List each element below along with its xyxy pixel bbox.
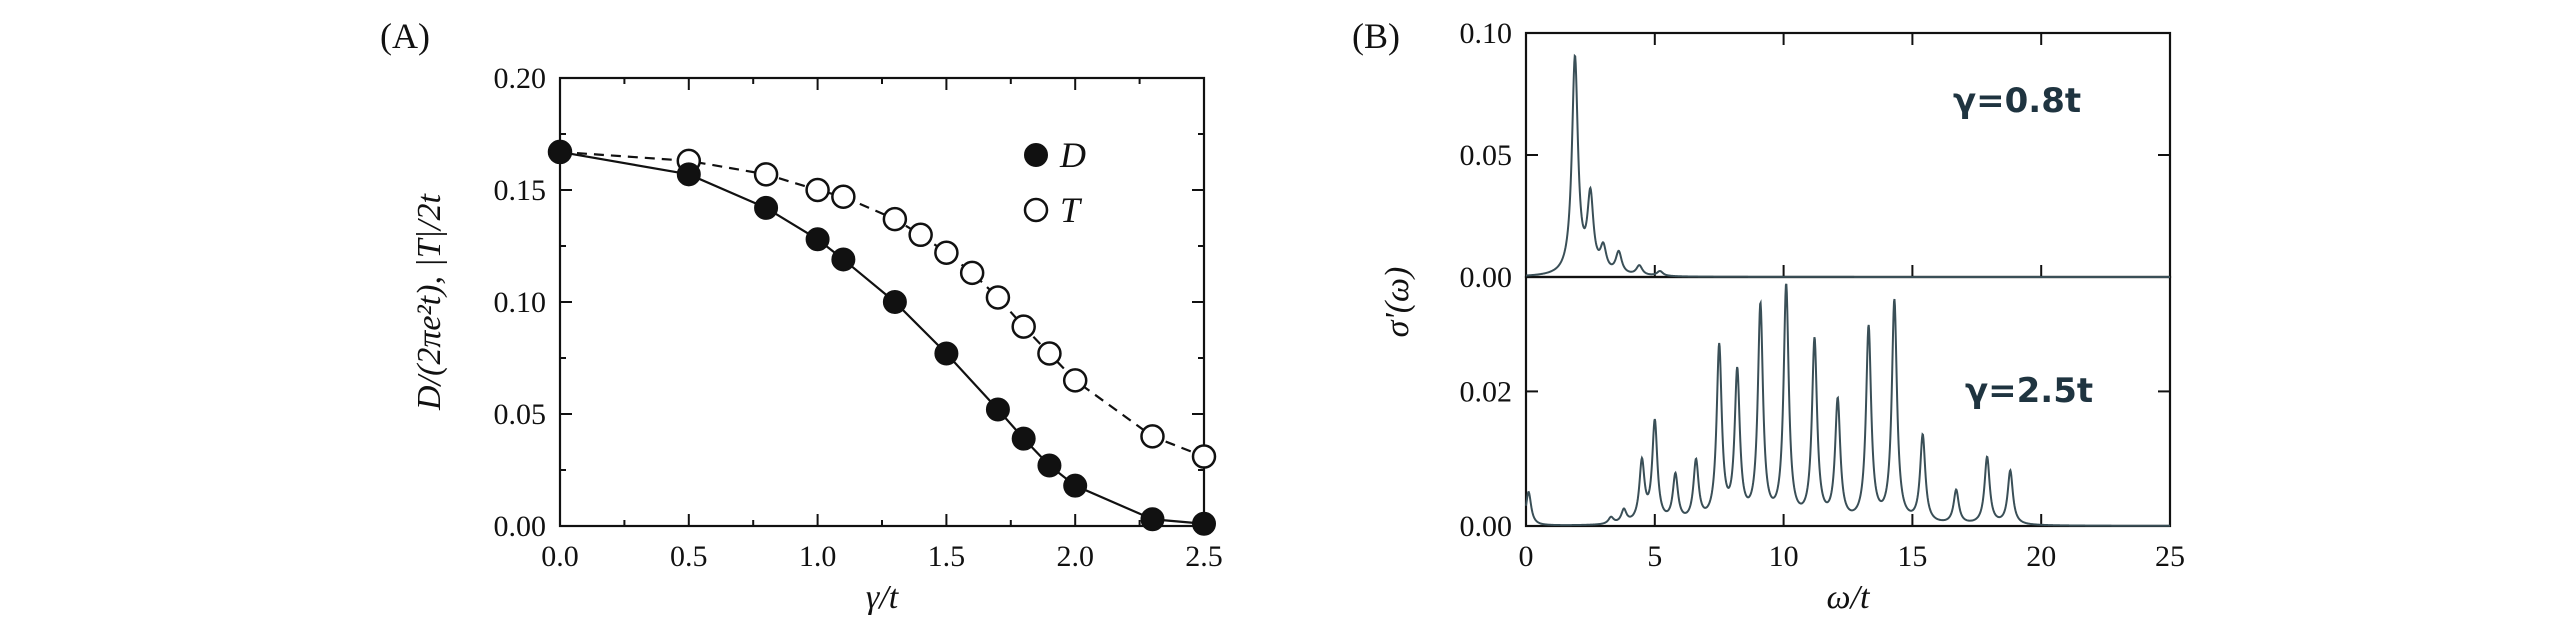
series-t-point <box>805 177 830 203</box>
panel-b-xtick-label: 0 <box>1519 540 1534 573</box>
series-d-point <box>1063 473 1088 498</box>
panel-a-xtick-label: 2.5 <box>1185 540 1223 573</box>
panel-b-xtick-label: 5 <box>1647 540 1662 573</box>
series-d-point <box>754 195 779 220</box>
panel-a-legend: D T <box>1023 135 1086 230</box>
panel-a-xtick-label: 0.5 <box>670 540 708 573</box>
spectrum-bottom-line <box>1525 283 2170 527</box>
panel-b-ytick-label: 0.02 <box>1460 375 1513 408</box>
panel-a: (A) 0.0 0.5 1.0 1.5 2.0 2.50.000.050.100.150.… <box>380 16 1223 616</box>
series-d-point <box>676 162 701 187</box>
series-t-point <box>1191 444 1217 469</box>
legend-d-label: D <box>1059 135 1086 175</box>
panel-a-ytick-label: 0.05 <box>494 398 547 431</box>
series-d-point <box>985 397 1010 422</box>
legend-d-marker <box>1024 143 1048 167</box>
series-d-point <box>548 139 572 164</box>
panel-a-xlabel: γ/t <box>866 579 900 616</box>
panel-b-annotation-bottom: γ=2.5t <box>1965 371 2093 411</box>
series-d-point <box>1011 426 1036 451</box>
panel-b-xtick-label: 15 <box>1897 540 1927 573</box>
panel-a-ytick-label: 0.10 <box>494 286 547 319</box>
series-d-point <box>1192 511 1216 536</box>
series-t-point <box>831 184 856 209</box>
series-t-point <box>934 240 959 265</box>
panel-b-ticks: 0 5 10 15 20 25 0.00 0.05 0.10 0.00 0.02 <box>1460 17 2186 573</box>
series-t-point <box>985 285 1011 310</box>
panel-b-label: (B) <box>1352 16 1400 56</box>
series-t-point <box>753 162 779 187</box>
series-t-line <box>559 150 1205 458</box>
panel-b-top-frame <box>1524 31 2172 279</box>
panel-a-ytick-label: 0.00 <box>494 510 547 543</box>
series-t-point <box>1062 368 1088 393</box>
panel-b-ytick-label: 0.00 <box>1460 261 1513 294</box>
series-d-point <box>1140 507 1165 532</box>
series-d-line <box>559 150 1205 525</box>
panel-a-series <box>547 139 1217 536</box>
panel-b-annotation-top: γ=0.8t <box>1953 81 2081 121</box>
panel-a-label: (A) <box>380 16 430 56</box>
series-d-point <box>882 290 907 314</box>
panel-b-ytick-label: 0.00 <box>1460 510 1513 543</box>
series-t-point <box>1011 314 1036 339</box>
panel-a-plot-frame <box>558 76 1206 528</box>
series-d-point <box>1037 453 1062 478</box>
series-t-point <box>908 222 933 248</box>
panel-a-xtick-label: 2.0 <box>1056 540 1094 573</box>
panel-a-xtick-label: 0.0 <box>541 540 579 573</box>
panel-b-xtick-label: 10 <box>1769 540 1799 573</box>
spectrum-top-line <box>1525 53 2170 278</box>
panel-a-xtick-label: 1.0 <box>799 540 837 573</box>
panel-a-ylabel: D/(2πe²t), |T|/2t <box>411 192 448 410</box>
series-d-point <box>831 247 856 272</box>
panel-a-xtick-label: 1.5 <box>928 540 966 573</box>
panel-b: (B) 0 5 10 15 20 25 0.00 0.05 0.10 0.00 0.02 γ=0.8… <box>1352 16 2185 616</box>
panel-b-ytick-label: 0.10 <box>1460 17 1513 50</box>
series-t-point <box>959 260 985 286</box>
legend-t-marker <box>1023 197 1049 223</box>
panel-a-ytick-label: 0.20 <box>494 62 547 95</box>
series-d-point <box>805 227 830 252</box>
panel-b-ylabel: σ'(ω) <box>1379 267 1416 338</box>
series-t-point <box>1037 341 1062 366</box>
legend-t-label: T <box>1060 190 1083 230</box>
series-t-point <box>1140 424 1165 449</box>
panel-a-ytick-label: 0.15 <box>494 174 547 207</box>
panel-b-xlabel: ω/t <box>1827 579 1871 616</box>
panel-b-xtick-label: 25 <box>2155 540 2185 573</box>
panel-b-ytick-label: 0.05 <box>1460 139 1513 172</box>
panel-b-series <box>1525 53 2170 527</box>
panel-a-ticks: 0.0 0.5 1.0 1.5 2.0 2.5 0.00 0.05 0.10 0.15 0.20 <box>494 62 1223 573</box>
series-d-point <box>934 341 959 366</box>
panel-b-xtick-label: 20 <box>2026 540 2056 573</box>
series-t-point <box>882 206 908 232</box>
